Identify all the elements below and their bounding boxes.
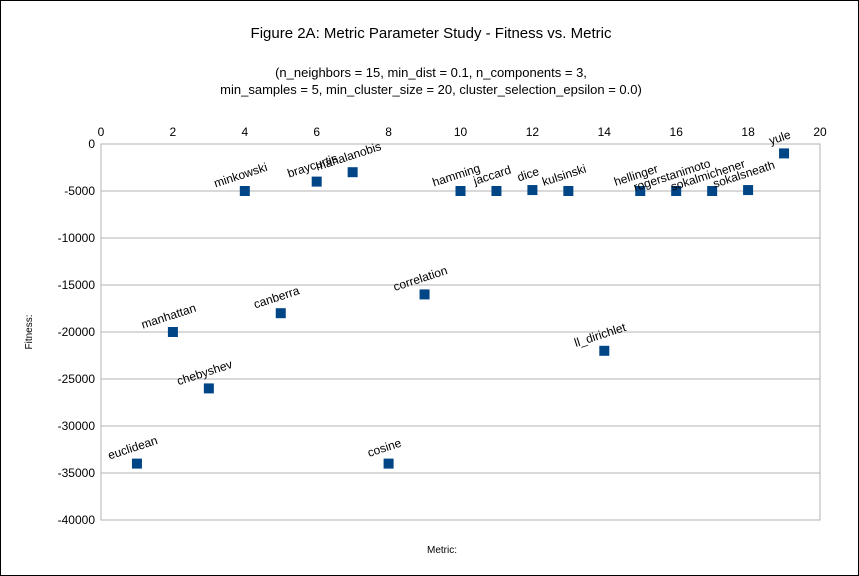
point-label: yule bbox=[767, 127, 793, 147]
x-tick-label: 0 bbox=[98, 125, 105, 139]
data-point bbox=[239, 186, 250, 196]
x-tick-label: 2 bbox=[170, 125, 177, 139]
y-tick-label: 0 bbox=[88, 137, 95, 151]
y-tick-label: -10000 bbox=[58, 231, 96, 245]
data-point bbox=[779, 148, 790, 159]
x-tick-labels: 0 2 4 6 8 10 12 14 16 18 20 bbox=[98, 125, 827, 139]
x-tick-label: 6 bbox=[313, 125, 320, 139]
y-tick-label: -40000 bbox=[58, 513, 96, 527]
x-tick-label: 16 bbox=[670, 125, 684, 139]
x-tick-label: 4 bbox=[241, 125, 248, 139]
point-label: dice bbox=[516, 164, 542, 184]
data-point bbox=[203, 383, 214, 394]
point-label: kulsinski bbox=[540, 162, 587, 189]
data-point bbox=[455, 186, 466, 196]
x-tick-label: 18 bbox=[741, 125, 755, 139]
point-label: cosine bbox=[366, 436, 404, 460]
point-label: canberra bbox=[252, 283, 302, 311]
y-tick-label: -30000 bbox=[58, 419, 96, 433]
data-point bbox=[491, 186, 502, 196]
y-axis-label: Fitness: bbox=[24, 314, 35, 349]
data-point bbox=[167, 327, 178, 337]
point-label: manhattan bbox=[140, 301, 198, 332]
y-tick-label: -20000 bbox=[58, 325, 96, 339]
data-point bbox=[743, 185, 754, 196]
y-tick-label: -35000 bbox=[58, 466, 96, 480]
data-point bbox=[671, 186, 682, 196]
data-point bbox=[383, 458, 394, 469]
chart-subtitle-line-2: min_samples = 5, min_cluster_size = 20, … bbox=[220, 82, 642, 97]
point-label: euclidean bbox=[106, 433, 159, 462]
data-point bbox=[311, 176, 322, 187]
data-point bbox=[599, 345, 610, 356]
data-point bbox=[707, 186, 718, 196]
y-tick-label: -25000 bbox=[58, 372, 96, 386]
x-axis-label: Metric: bbox=[427, 545, 457, 556]
plot-area bbox=[100, 143, 821, 521]
y-tick-label: -5000 bbox=[64, 184, 95, 198]
chart-title: Figure 2A: Metric Parameter Study - Fitn… bbox=[251, 25, 612, 42]
x-tick-label: 10 bbox=[454, 125, 468, 139]
x-tick-label: 20 bbox=[813, 125, 827, 139]
data-point bbox=[419, 289, 430, 300]
data-point bbox=[635, 186, 646, 196]
point-label: correlation bbox=[392, 263, 450, 294]
y-tick-labels: 0 -5000 -10000 -15000 -20000 -25000 -30000 -350… bbox=[58, 137, 96, 527]
data-point bbox=[527, 185, 538, 196]
y-tick-label: -15000 bbox=[58, 278, 96, 292]
x-tick-label: 12 bbox=[526, 125, 540, 139]
data-point bbox=[275, 308, 286, 319]
point-label: minkowski bbox=[212, 160, 269, 190]
point-label: ll_dirichlet bbox=[573, 320, 629, 350]
data-point bbox=[563, 186, 574, 196]
data-point bbox=[131, 458, 142, 469]
x-tick-label: 8 bbox=[385, 125, 392, 139]
grid-lines bbox=[101, 143, 820, 521]
chart-subtitle-line-1: (n_neighbors = 15, min_dist = 0.1, n_com… bbox=[275, 65, 587, 80]
data-points bbox=[131, 148, 790, 469]
data-point bbox=[347, 167, 358, 178]
x-tick-label: 14 bbox=[598, 125, 612, 139]
point-labels: euclideanmanhattanchebyshevminkowskicanb… bbox=[106, 127, 793, 462]
